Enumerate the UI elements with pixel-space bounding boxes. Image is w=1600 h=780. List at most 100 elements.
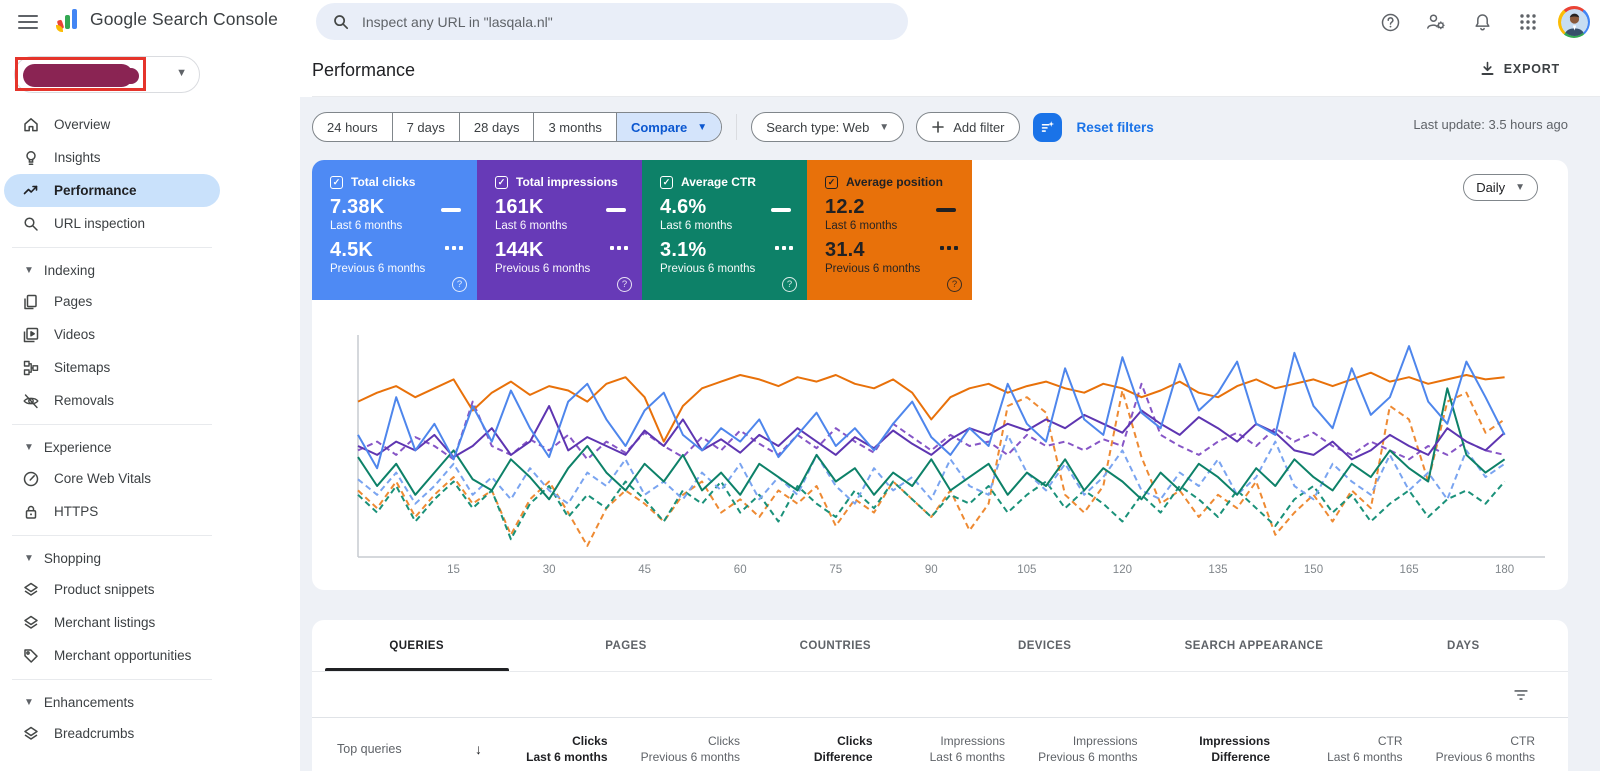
tag-icon: [24, 648, 38, 663]
sidebar-item-core-web-vitals[interactable]: Core Web Vitals: [0, 462, 300, 495]
tab-days[interactable]: DAYS: [1447, 639, 1480, 652]
product-name: Google Search Console: [90, 8, 278, 29]
app-logo[interactable]: Google Search Console: [56, 6, 278, 32]
chevron-down-icon: ▼: [176, 67, 187, 79]
help-button[interactable]: [1374, 6, 1406, 38]
dimension-tabs: QUERIES PAGES COUNTRIES DEVICES SEARCH A…: [312, 620, 1568, 672]
trending-up-icon: [23, 185, 38, 194]
plus-icon: [932, 121, 945, 133]
range-24-hours[interactable]: 24 hours: [327, 119, 378, 135]
divider: [312, 96, 1600, 97]
sidebar-item-overview[interactable]: Overview: [0, 108, 300, 141]
svg-text:75: 75: [829, 564, 842, 576]
column-clicks-difference[interactable]: Clicks Difference: [813, 733, 873, 764]
add-filter-button[interactable]: Add filter: [916, 112, 1020, 142]
tab-search-appearance[interactable]: SEARCH APPEARANCE: [1184, 639, 1324, 652]
svg-text:105: 105: [1017, 564, 1036, 576]
layers-icon: [24, 726, 38, 740]
metric-card-average-position[interactable]: ✓ Average position 12.2 Last 6 months 31.…: [807, 160, 972, 300]
checkbox-checked-icon[interactable]: ✓: [495, 175, 508, 189]
compare-button[interactable]: Compare ▼: [615, 113, 722, 141]
tab-devices[interactable]: DEVICES: [1018, 639, 1072, 652]
column-top-queries[interactable]: Top queries: [337, 741, 402, 756]
sidebar-item-breadcrumbs[interactable]: Breadcrumbs: [0, 717, 300, 750]
metric-card-average-ctr[interactable]: ✓ Average CTR 4.6% Last 6 months 3.1% Pre…: [642, 160, 807, 300]
hamburger-menu-icon[interactable]: [16, 11, 40, 33]
range-28-days[interactable]: 28 days: [458, 113, 534, 141]
sidebar-section-enhancements[interactable]: ▼ Enhancements: [24, 694, 134, 710]
solid-line-legend: [441, 208, 461, 212]
sidebar-item-https[interactable]: HTTPS: [0, 495, 300, 528]
tab-countries[interactable]: COUNTRIES: [799, 639, 871, 652]
home-icon: [24, 117, 38, 131]
divider: [12, 535, 212, 536]
sidebar-item-merchant-opportunities[interactable]: Merchant opportunities: [0, 639, 300, 672]
url-inspect-input[interactable]: [362, 13, 892, 30]
help-icon[interactable]: ?: [947, 277, 962, 292]
metric-current-value: 12.2: [825, 196, 865, 218]
column-ctr-last[interactable]: CTR Last 6 months: [1327, 733, 1403, 764]
sidebar-item-sitemaps[interactable]: Sitemaps: [0, 351, 300, 384]
help-icon[interactable]: ?: [617, 277, 632, 292]
metric-card-total-impressions[interactable]: ✓ Total impressions 161K Last 6 months 14…: [477, 160, 642, 300]
column-ctr-previous[interactable]: CTR Previous 6 months: [1435, 733, 1535, 764]
column-impressions-previous[interactable]: Impressions Previous 6 months: [1038, 733, 1138, 764]
reset-filters-link[interactable]: Reset filters: [1076, 119, 1154, 135]
column-impressions-last[interactable]: Impressions Last 6 months: [929, 733, 1005, 764]
collapse-triangle-icon: ▼: [24, 264, 34, 276]
checkbox-checked-icon[interactable]: ✓: [660, 175, 673, 189]
sidebar-item-product-snippets[interactable]: Product snippets: [0, 573, 300, 606]
sidebar-section-experience[interactable]: ▼ Experience: [24, 439, 112, 455]
sidebar-section-shopping[interactable]: ▼ Shopping: [24, 550, 101, 566]
help-icon[interactable]: ?: [782, 277, 797, 292]
checkbox-checked-icon[interactable]: ✓: [825, 175, 838, 189]
sidebar-item-label: Performance: [54, 183, 137, 198]
divider: [736, 114, 738, 140]
sidebar-item-label: URL inspection: [54, 216, 146, 231]
url-inspect-searchbox[interactable]: [316, 3, 908, 40]
divider: [12, 679, 212, 680]
tab-queries[interactable]: QUERIES: [312, 620, 521, 671]
svg-text:90: 90: [925, 564, 938, 576]
search-icon: [334, 14, 349, 29]
sidebar-item-videos[interactable]: Videos: [0, 318, 300, 351]
sidebar-item-insights[interactable]: Insights: [0, 141, 300, 174]
sidebar-item-merchant-listings[interactable]: Merchant listings: [0, 606, 300, 639]
export-button[interactable]: EXPORT: [1479, 60, 1560, 77]
help-icon[interactable]: ?: [452, 277, 467, 292]
notifications-button[interactable]: [1466, 6, 1498, 38]
sidebar-item-pages[interactable]: Pages: [0, 285, 300, 318]
solid-line-legend: [771, 208, 791, 212]
metric-card-total-clicks[interactable]: ✓ Total clicks 7.38K Last 6 months 4.5K P…: [312, 160, 477, 300]
filter-list-button[interactable]: [1512, 686, 1530, 704]
smart-filter-button[interactable]: [1032, 112, 1062, 142]
svg-text:15: 15: [447, 564, 460, 576]
column-impressions-difference[interactable]: Impressions Difference: [1199, 733, 1270, 764]
property-selector[interactable]: ▼: [14, 56, 200, 93]
svg-text:45: 45: [638, 564, 651, 576]
account-avatar[interactable]: [1558, 6, 1590, 38]
manage-users-button[interactable]: [1420, 6, 1452, 38]
sidebar-section-indexing[interactable]: ▼ Indexing: [24, 262, 95, 278]
performance-chart[interactable]: 15 30 45 60 75 90 105 120 135 150 165 180: [312, 310, 1568, 590]
sidebar-item-performance[interactable]: Performance: [4, 174, 220, 207]
range-7-days[interactable]: 7 days: [391, 113, 459, 141]
sidebar-item-removals[interactable]: Removals: [0, 384, 300, 417]
metric-cards: ✓ Total clicks 7.38K Last 6 months 4.5K P…: [312, 160, 1568, 300]
dotted-line-legend: [445, 246, 463, 250]
sidebar-item-label: HTTPS: [54, 504, 99, 519]
table-header-row: Top queries ↓ Clicks Last 6 months Clicks…: [312, 718, 1568, 779]
date-range-group: 24 hours 7 days 28 days 3 months Compare…: [312, 112, 723, 142]
tab-pages[interactable]: PAGES: [605, 639, 647, 652]
range-3-months[interactable]: 3 months: [533, 113, 615, 141]
sort-descending-icon[interactable]: ↓: [475, 740, 482, 757]
interval-dropdown[interactable]: Daily ▼: [1463, 174, 1538, 201]
sidebar-item-url-inspection[interactable]: URL inspection: [0, 207, 300, 240]
metric-previous-value: 31.4: [825, 239, 865, 261]
google-apps-button[interactable]: [1512, 6, 1544, 38]
divider: [12, 424, 212, 425]
search-type-filter[interactable]: Search type: Web ▼: [751, 112, 905, 142]
column-clicks-previous[interactable]: Clicks Previous 6 months: [640, 733, 740, 764]
column-clicks-last[interactable]: Clicks Last 6 months: [526, 733, 608, 764]
checkbox-checked-icon[interactable]: ✓: [330, 175, 343, 189]
